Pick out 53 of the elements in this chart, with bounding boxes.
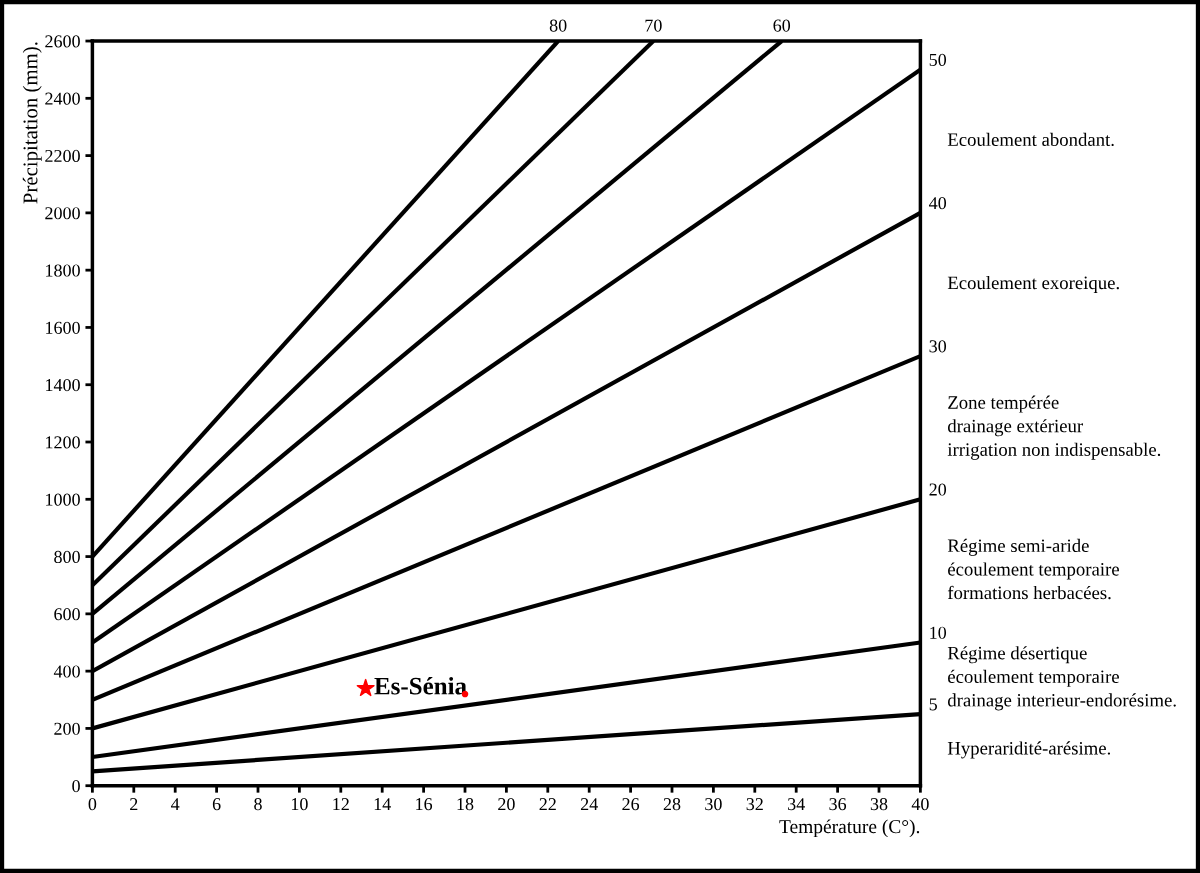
y-tick-label: 400 [53,665,80,678]
y-axis-title: Précipitation (mm). [22,42,42,204]
y-tick-label: 2000 [45,207,80,220]
annotation: Es-Sénia [374,676,467,695]
x-tick-label: 28 [663,798,681,811]
x-tick-label: 14 [374,798,391,811]
series-label: 60 [773,19,791,32]
series-label: 20 [929,483,947,496]
x-tick-label: 26 [622,798,640,811]
y-tick-label: 2400 [45,92,80,105]
y-tick-label: 1600 [46,321,80,334]
x-tick-label: 0 [88,798,97,811]
x-tick-label: 10 [291,798,308,811]
y-tick-label: 600 [54,608,80,621]
x-axis-title: Température (C°). [779,819,920,838]
series-label: 70 [645,19,662,32]
y-tick-label: 2200 [45,149,80,163]
x-tick-label: 32 [746,798,763,811]
series-label: 5 [929,698,937,711]
x-tick-label: 12 [333,798,349,811]
text: Ecoulement abondant. [947,132,1114,147]
x-tick-label: 30 [705,798,722,811]
y-tick-label: 0 [72,779,80,793]
text: Régime semi-aride écoulement temporaire formations herbacées. [947,538,1119,600]
y-tick-label: 1000 [46,493,80,506]
text: Hyperaridité-arésime. [947,741,1111,759]
series-label: 50 [929,53,947,66]
series-label: 30 [929,340,947,353]
x-tick-label: 6 [212,798,221,811]
x-tick-label: 40 [911,798,929,811]
y-tick-label: 1200 [46,436,80,449]
x-tick-label: 18 [457,798,474,811]
x-tick-label: 24 [580,798,598,811]
text: Régime désertique écoulement temporaire drainage interieur-endorésime. [947,646,1176,711]
series-label: 40 [929,197,947,210]
text: Ecoulement exoreique. [947,275,1119,293]
x-tick-label: 16 [416,798,433,811]
x-tick-label: 36 [829,798,847,811]
x-tick-label: 20 [498,798,515,811]
y-tick-label: 1800 [46,264,80,277]
series-label: 80 [549,19,567,32]
y-tick-label: 800 [54,550,80,564]
x-tick-label: 38 [870,798,888,811]
x-tick-label: 2 [130,798,138,811]
y-tick-label: 200 [54,722,80,735]
y-tick-label: 1400 [46,378,80,392]
x-tick-label: 8 [254,798,262,811]
text: Zone tempérée drainage extérieur irrigation non indispensable. [947,395,1161,460]
series-label: 10 [930,626,947,639]
x-tick-label: 22 [539,798,556,811]
x-tick-label: 34 [788,798,805,811]
x-tick-label: 4 [171,798,180,811]
y-tick-label: 2600 [45,35,80,48]
